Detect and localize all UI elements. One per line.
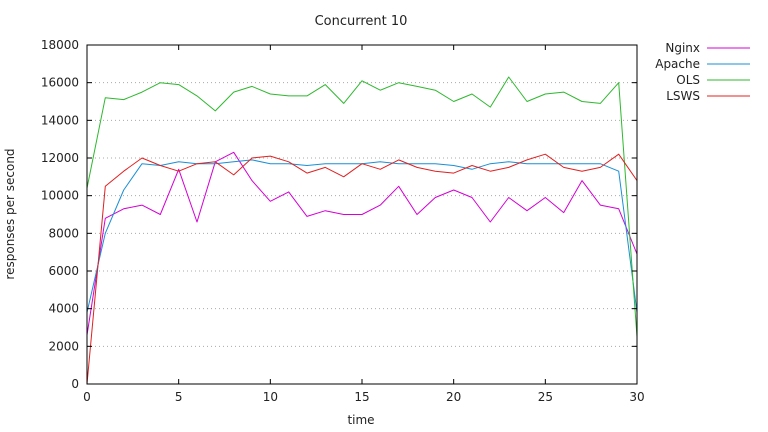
series-line-lsws [86,153,638,385]
series-line-nginx [86,151,638,336]
legend-label-lsws: LSWS [666,89,700,103]
y-tick-label: 10000 [41,189,79,203]
y-tick-label: 14000 [41,113,79,127]
chart-title: Concurrent 10 [315,14,408,29]
y-tick-label: 4000 [48,302,79,316]
y-axis-label: responses per second [3,148,17,279]
y-tick-label: 0 [71,377,79,391]
y-tick-label: 18000 [41,38,79,52]
x-tick-label: 5 [175,390,183,404]
x-tick-label: 30 [629,390,644,404]
series-line-apache [86,159,638,313]
series-lines [86,76,638,385]
y-tick-label: 8000 [48,226,79,240]
series-line-ols [86,76,638,337]
axis-ticks: 0 2000 4000 6000 8000 10000 12000 14000 16000 180… [41,38,645,404]
legend-label-ols: OLS [676,73,700,87]
x-tick-label: 15 [354,390,369,404]
legend: Nginx Apache OLS LSWS [655,41,750,103]
x-axis-label: time [347,413,374,427]
legend-label-nginx: Nginx [665,41,700,55]
x-tick-label: 10 [263,390,278,404]
legend-label-apache: Apache [655,57,700,71]
y-tick-label: 12000 [41,151,79,165]
y-tick-label: 2000 [48,339,79,353]
y-tick-label: 6000 [48,264,79,278]
x-tick-label: 25 [538,390,553,404]
y-tick-label: 16000 [41,76,79,90]
x-tick-label: 20 [446,390,461,404]
x-tick-label: 0 [83,390,91,404]
